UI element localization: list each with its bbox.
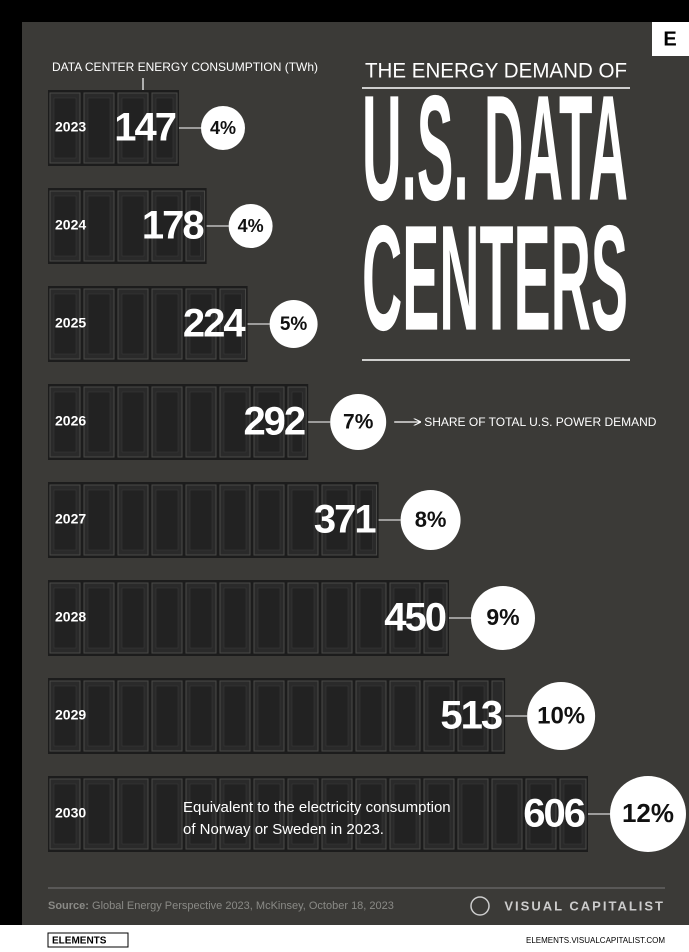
category-label: 2028	[55, 609, 86, 625]
rack-panel	[88, 392, 110, 452]
rack-panel	[88, 98, 110, 158]
category-label: 2024	[55, 217, 86, 233]
category-label: 2029	[55, 707, 86, 723]
rack-panel	[88, 196, 110, 256]
rack-panel	[190, 686, 212, 746]
brand: VISUAL CAPITALIST	[504, 898, 665, 913]
annotation: of Norway or Sweden in 2023.	[183, 821, 384, 838]
category-label: 2023	[55, 119, 86, 135]
value-label: 292	[243, 400, 304, 444]
share-label: 7%	[343, 411, 374, 434]
value-label: 450	[384, 596, 445, 640]
rack-panel	[462, 784, 484, 844]
share-label: 5%	[280, 314, 308, 335]
source-text: Global Energy Perspective 2023, McKinsey…	[92, 900, 394, 912]
rack-panel	[88, 490, 110, 550]
page: E THE ENERGY DEMAND OF U.S. DATA CENTERS…	[0, 0, 689, 952]
rack-panel	[292, 686, 314, 746]
rack-panel	[156, 490, 178, 550]
rack-panel	[156, 294, 178, 354]
rack-panel	[360, 686, 382, 746]
share-label: 8%	[415, 507, 447, 532]
value-label: 178	[142, 204, 204, 248]
rack-panel	[190, 392, 212, 452]
rack-panel	[292, 490, 314, 550]
share-label: 4%	[210, 118, 236, 138]
rack-panel	[156, 392, 178, 452]
footer-logo: ELEMENTS	[52, 936, 107, 947]
rack-panel	[122, 686, 144, 746]
rack-panel	[122, 196, 144, 256]
rack-panel	[394, 686, 416, 746]
source-label: Source:	[48, 900, 89, 912]
rack-panel	[258, 588, 280, 648]
rack-panel	[224, 490, 246, 550]
value-label: 224	[183, 302, 246, 346]
rack-panel	[292, 588, 314, 648]
rack-panel	[122, 294, 144, 354]
rack-panel	[122, 490, 144, 550]
rack-panel	[88, 588, 110, 648]
value-label: 606	[523, 792, 584, 836]
rack-panel	[224, 588, 246, 648]
value-label: 371	[314, 498, 376, 542]
rack-panel	[326, 686, 348, 746]
rack-panel	[88, 686, 110, 746]
share-label: 12%	[622, 798, 674, 828]
legend-annotation: DATA CENTER ENERGY CONSUMPTION (TWh)	[52, 60, 318, 74]
legend-annotation: SHARE OF TOTAL U.S. POWER DEMAND	[424, 415, 657, 429]
rack-panel	[496, 784, 518, 844]
footer-url: ELEMENTS.VISUALCAPITALIST.COM	[526, 936, 665, 945]
rack-panel	[122, 784, 144, 844]
annotation: Equivalent to the electricity consumptio…	[183, 799, 451, 816]
rack-panel	[156, 686, 178, 746]
rack-panel	[88, 784, 110, 844]
rack-panel	[122, 392, 144, 452]
value-label: 513	[440, 694, 501, 738]
share-label: 9%	[486, 604, 519, 630]
source: Source: Global Energy Perspective 2023, …	[48, 900, 394, 912]
category-label: 2026	[55, 413, 86, 429]
corner-logo: E	[663, 28, 676, 50]
rack-panel	[258, 686, 280, 746]
rack-panel	[258, 490, 280, 550]
value-label: 147	[114, 106, 175, 150]
rack-panel	[224, 686, 246, 746]
rack-panel	[88, 294, 110, 354]
rack-panel	[190, 490, 212, 550]
share-label: 10%	[537, 702, 585, 729]
rack-panel	[360, 588, 382, 648]
share-label: 4%	[238, 216, 264, 236]
category-label: 2027	[55, 511, 86, 527]
rack-panel	[190, 588, 212, 648]
rack-panel	[156, 784, 178, 844]
rack-panel	[122, 588, 144, 648]
category-label: 2030	[55, 805, 86, 821]
rack-panel	[156, 588, 178, 648]
rack-panel	[326, 588, 348, 648]
chart: E THE ENERGY DEMAND OF U.S. DATA CENTERS…	[0, 0, 689, 952]
title-line: CENTERS	[362, 194, 628, 362]
category-label: 2025	[55, 315, 86, 331]
